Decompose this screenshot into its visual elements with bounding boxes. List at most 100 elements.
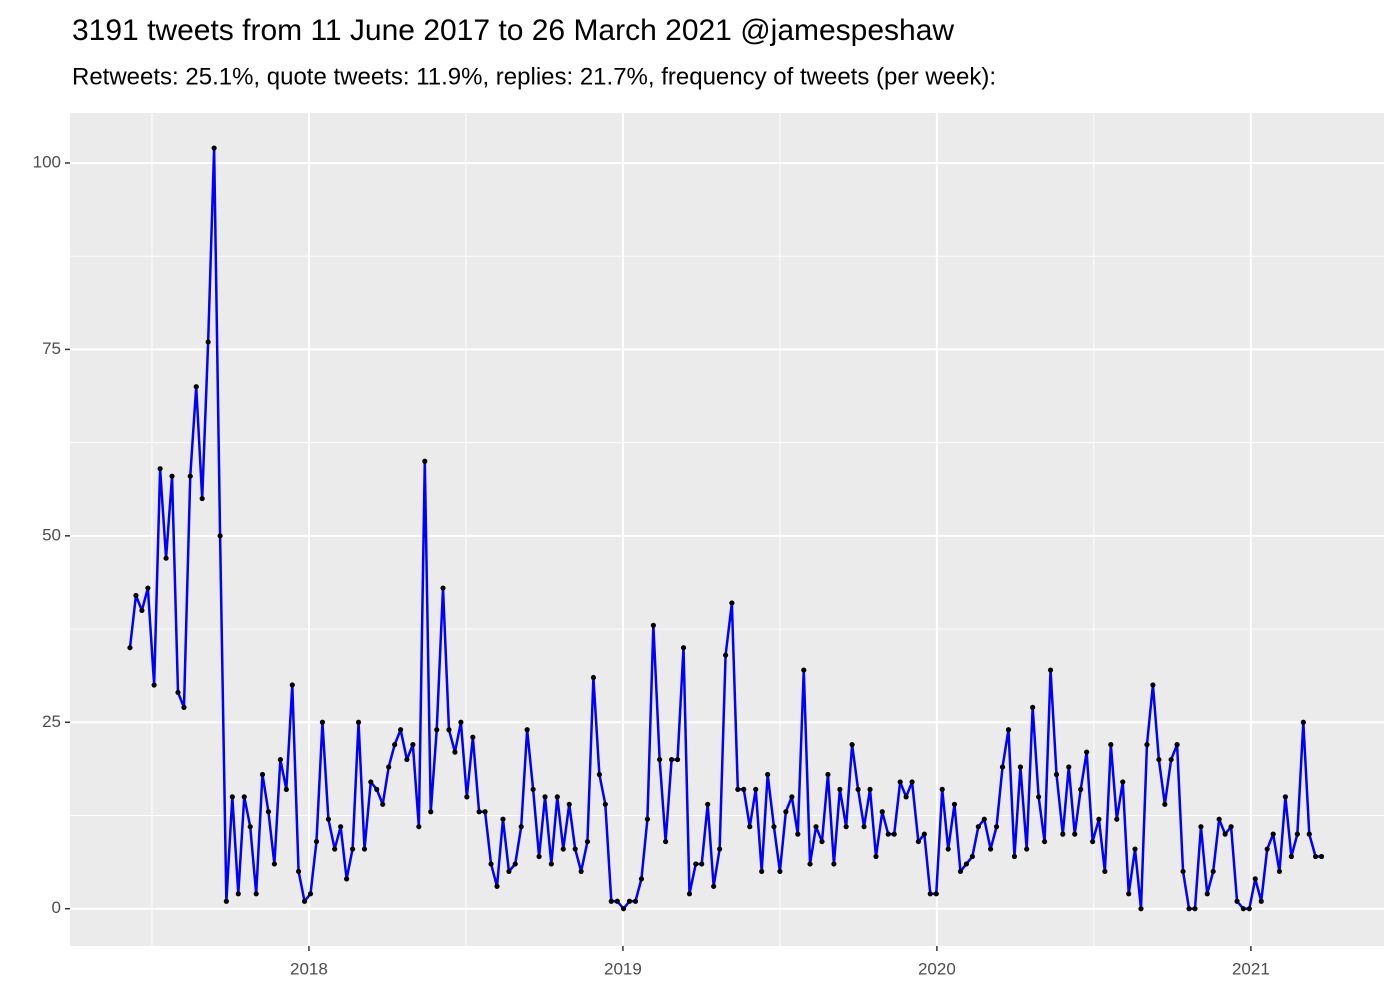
- data-point: [620, 906, 627, 912]
- data-point: [699, 861, 705, 867]
- data-point: [909, 779, 915, 785]
- data-point: [1047, 667, 1054, 673]
- data-point: [217, 533, 223, 539]
- data-point: [1024, 846, 1030, 852]
- data-point: [223, 898, 229, 904]
- data-point: [175, 689, 181, 696]
- data-point: [915, 838, 921, 845]
- data-point: [1300, 719, 1306, 725]
- data-point: [759, 868, 765, 875]
- data-point: [638, 876, 645, 882]
- data-point: [801, 667, 807, 673]
- data-point: [181, 704, 187, 710]
- data-point: [1228, 824, 1234, 830]
- data-point: [632, 898, 639, 904]
- data-point: [1126, 891, 1132, 897]
- data-point: [1102, 868, 1108, 875]
- data-point: [668, 756, 675, 763]
- data-point: [1090, 838, 1096, 845]
- data-point: [903, 794, 909, 800]
- data-point: [686, 891, 693, 897]
- data-point: [957, 868, 964, 875]
- data-point: [416, 824, 422, 830]
- y-tick-label: 0: [52, 898, 61, 917]
- data-point: [855, 786, 861, 792]
- data-point: [939, 786, 945, 792]
- data-point: [145, 585, 151, 591]
- data-point: [1144, 742, 1150, 748]
- data-point: [999, 764, 1006, 770]
- data-point: [1011, 853, 1018, 860]
- data-point: [1180, 868, 1186, 875]
- data-point: [873, 853, 879, 860]
- data-point: [494, 883, 500, 889]
- data-point: [993, 824, 1000, 830]
- data-point: [626, 898, 633, 904]
- data-point: [289, 682, 295, 688]
- data-point: [241, 794, 247, 800]
- data-point: [1282, 794, 1289, 800]
- data-point: [921, 831, 927, 837]
- data-point: [332, 846, 338, 852]
- data-point: [374, 786, 380, 792]
- data-point: [933, 891, 939, 897]
- data-point: [722, 652, 729, 658]
- data-point: [518, 824, 524, 830]
- data-point: [1120, 779, 1126, 785]
- data-point: [608, 898, 614, 904]
- data-point: [711, 883, 717, 889]
- chart-title: 3191 tweets from 11 June 2017 to 26 Marc…: [72, 14, 954, 47]
- data-point: [386, 764, 392, 770]
- data-point: [259, 771, 266, 778]
- data-point: [584, 838, 591, 845]
- data-point: [404, 756, 410, 763]
- data-point: [807, 861, 813, 867]
- data-point: [139, 607, 145, 614]
- data-point: [1270, 831, 1276, 837]
- data-point: [1240, 906, 1246, 912]
- data-point: [590, 674, 597, 681]
- data-point: [193, 384, 199, 390]
- data-point: [1198, 824, 1204, 830]
- data-point: [1318, 853, 1325, 860]
- data-point: [1030, 704, 1036, 710]
- data-point: [398, 727, 404, 733]
- data-point: [789, 794, 795, 800]
- x-tick-label: 2019: [604, 959, 642, 978]
- data-point: [650, 622, 656, 628]
- data-point: [1138, 906, 1144, 912]
- data-point: [657, 756, 663, 763]
- data-point: [1114, 816, 1120, 822]
- data-point: [169, 473, 175, 479]
- data-point: [1078, 786, 1084, 792]
- data-point: [1216, 816, 1222, 822]
- x-tick-label: 2018: [290, 959, 328, 978]
- data-point: [1234, 898, 1240, 904]
- data-point: [825, 771, 831, 778]
- data-point: [837, 786, 843, 792]
- data-point: [735, 786, 741, 792]
- data-point: [1053, 771, 1060, 778]
- data-point: [253, 891, 259, 897]
- data-point: [392, 742, 398, 748]
- data-point: [301, 898, 308, 904]
- data-point: [891, 831, 897, 837]
- data-point: [1156, 756, 1162, 763]
- data-point: [765, 771, 771, 778]
- data-point: [470, 734, 476, 740]
- data-point: [729, 600, 735, 606]
- data-point: [1306, 831, 1312, 837]
- data-point: [867, 786, 873, 792]
- data-point: [1072, 831, 1078, 837]
- data-point: [987, 846, 994, 852]
- data-point: [554, 794, 560, 800]
- data-point: [458, 719, 464, 725]
- data-point: [1252, 876, 1258, 882]
- data-point: [464, 794, 470, 800]
- data-point: [1168, 756, 1174, 763]
- data-point: [1186, 906, 1192, 912]
- data-point: [488, 861, 494, 867]
- data-point: [1276, 868, 1283, 875]
- data-point: [277, 756, 283, 763]
